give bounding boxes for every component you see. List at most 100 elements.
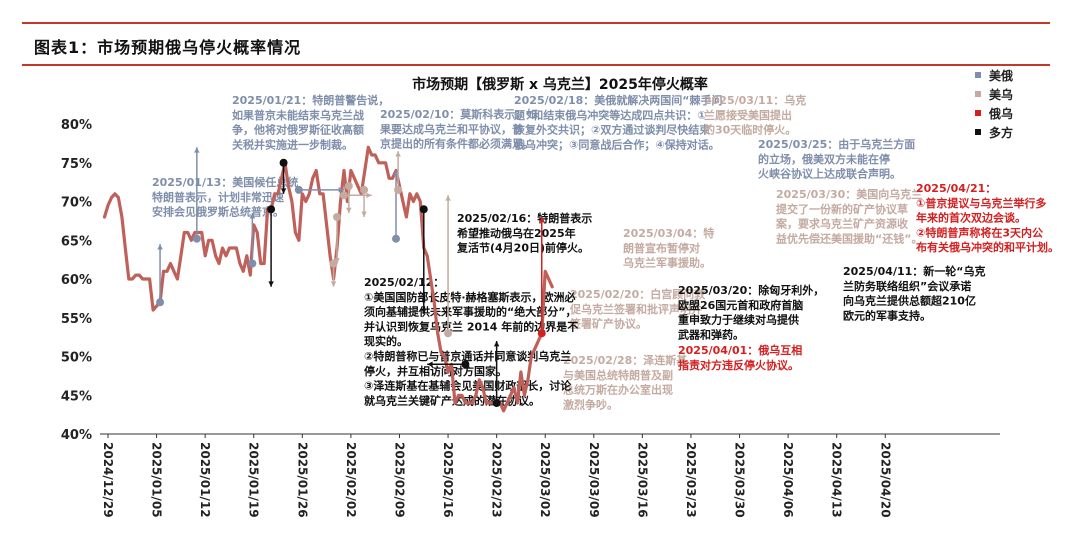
event-arrow-head — [330, 281, 337, 287]
annotation-line: 2025/04/01：俄乌互相 — [678, 343, 802, 357]
event-point — [279, 158, 288, 167]
annotation-line: 促乌克兰签署和批评声明并 — [569, 302, 702, 316]
annotation-text: 2025/02/10：莫斯科表示，如果要达成乌克兰和平协议，普京提出的所有条件都… — [379, 107, 537, 151]
annotation-text: 2025/02/20：白宫顾问敦促乌克兰签署和批评声明并签署矿产协议。 — [569, 287, 706, 331]
annotation-line: 2025/03/20：除匈牙利外， — [678, 283, 824, 297]
x-tick-label: 2025/03/30 — [733, 442, 747, 518]
annotation-line: 如果普京未能结束乌克兰战 — [232, 108, 364, 122]
y-tick-label: 75% — [61, 157, 92, 172]
annotation-line: 希望推动俄乌在2025年 — [456, 226, 576, 240]
annotation-line: 重申致力于继续对乌提供 — [678, 313, 799, 327]
event-arrow-head — [493, 341, 500, 347]
annotation-line: 2025/03/11：乌克 — [704, 93, 806, 107]
event-point — [537, 329, 546, 338]
annotation-line: 须向基辅提供未来军事援助的“绝大部分”， — [364, 305, 576, 319]
legend-swatch — [975, 129, 981, 135]
event-arrow-head — [334, 258, 340, 264]
annotation-line: 关税并实施进一步制裁。 — [232, 137, 353, 151]
probability-series — [102, 145, 554, 413]
annotation-line: 2025/02/28：泽连斯基 — [563, 353, 688, 367]
event-arrow-head — [445, 195, 451, 201]
event-arrow-head — [539, 217, 545, 223]
annotation-text: 2025/03/11：乌克兰愿接受美国提出的30天临时停火。 — [704, 93, 806, 137]
figure-title: 图表1：市场预期俄乌停火概率情况 — [34, 38, 302, 57]
legend-label: 多方 — [989, 125, 1013, 140]
annotation-line: 题”和结束俄乌冲突等达成四点共识：① — [514, 108, 707, 122]
annotation-line: 2025/02/20：白宫顾问敦 — [570, 287, 706, 301]
annotation-line: 2025/03/04：特 — [623, 226, 714, 240]
annotation-text: 2025/03/04：特朗普宣布暂停对乌克兰军事援助。 — [623, 226, 714, 270]
event-arrow-head — [427, 361, 433, 367]
annotation-line: 的30天临时停火。 — [704, 123, 796, 137]
annotation-line: 俄乌冲突；③同意战后合作；④保持对话。 — [513, 137, 720, 151]
annotation-line: ②特朗普声称将在3天内公 — [916, 225, 1043, 239]
annotation-line: 火峡谷协议上达成联合声明。 — [758, 167, 901, 181]
annotation-line: 争，他将对俄罗斯征收高额 — [232, 123, 364, 137]
event-point — [360, 185, 369, 194]
annotation-line: 朗普宣布暂停对 — [623, 241, 700, 255]
annotation-line: 2025/02/16：特朗普表示 — [457, 211, 592, 225]
annotation-text: 2025/03/25：由于乌克兰方面的立场，俄美双方未能在停火峡谷协议上达成联合… — [758, 137, 915, 181]
annotation-line: 案，要求乌克兰矿产资源收 — [775, 217, 908, 231]
annotation-line: 2025/03/25：由于乌克兰方面 — [758, 137, 915, 151]
event-arrow-head — [361, 211, 367, 217]
y-tick-label: 40% — [61, 428, 92, 443]
annotation-text: 2025/01/21：特朗普警告说，如果普京未能结束乌克兰战争，他将对俄罗斯征收… — [232, 93, 389, 151]
event-point — [419, 205, 428, 214]
annotation-line: 总统万斯在办公室出现 — [563, 383, 673, 397]
series-line — [102, 145, 554, 413]
chart-title: 市场预期【俄罗斯 x 乌克兰】2025年停火概率 — [412, 76, 708, 93]
annotation-line: 欧盟26国元首和政府首脑 — [678, 298, 803, 312]
annotation-line: 指责对方违反停火协议。 — [678, 358, 799, 372]
x-tick-label: 2025/04/20 — [878, 442, 892, 518]
annotation-text: 2025/04/21： ①普京提议与乌克兰举行多年来的首次双边会谈。 ②特朗普声称将… — [916, 182, 1059, 254]
annotation-line: 2025/03/30：美国向乌克兰 — [776, 187, 922, 201]
legend-label: 美乌 — [989, 87, 1013, 102]
annotation-line: 现实的。 — [364, 334, 408, 348]
x-tick-label: 2025/03/09 — [587, 442, 601, 518]
legend-swatch — [975, 91, 981, 97]
legend-swatch — [975, 72, 981, 78]
annotation-line: 兰愿接受美国提出 — [704, 108, 792, 122]
event-arrow-head — [346, 207, 352, 214]
y-tick-label: 60% — [61, 273, 92, 288]
event-point — [156, 298, 165, 307]
event-point — [461, 360, 470, 369]
event-point — [444, 329, 453, 338]
annotation-line: 2025/02/18：美俄就解决两国间“棘手问 — [514, 93, 723, 107]
annotation-line: 布有关俄乌冲突的和平计划。 — [916, 240, 1059, 254]
annotation-line: 就乌克兰关键矿产达成的潜在协议。 — [364, 393, 540, 407]
x-tick-label: 2025/02/23 — [490, 442, 504, 518]
event-arrow-head — [338, 187, 344, 193]
event-point — [394, 185, 403, 194]
annotation-line: ①普京提议与乌克兰举行多 — [916, 196, 1046, 210]
annotation-text: 2025/03/20：除匈牙利外，欧盟26国元首和政府首脑重申致力于继续对乌提供… — [678, 283, 824, 341]
annotation-line: 京提出的所有条件都必须满足。 — [380, 137, 534, 151]
x-tick-label: 2025/03/02 — [538, 442, 552, 518]
event-arrow-head — [280, 188, 287, 194]
annotation-text: 2025/02/16：特朗普表示希望推动俄乌在2025年复活节(4月20日)前停… — [456, 211, 592, 255]
y-tick-label: 65% — [61, 234, 92, 249]
event-annotations: 2025/01/13：美国候任总统特朗普表示，计划非常迅速安排会见俄罗斯总统普京… — [152, 93, 1059, 411]
event-point — [339, 191, 348, 200]
annotation-line: 与美国总统特朗普及副 — [563, 368, 673, 382]
annotation-line: ①美国国防部长皮特·赫格塞斯表示，欧洲必 — [364, 290, 576, 304]
legend-swatch — [975, 110, 981, 116]
y-tick-label: 50% — [61, 351, 92, 366]
annotation-text: 2025/02/18：美俄就解决两国间“棘手问题”和结束俄乌冲突等达成四点共识：… — [513, 93, 723, 151]
annotation-line: 停火，并互相访问对方国家。 — [364, 364, 507, 378]
x-tick-label: 2025/01/19 — [247, 442, 261, 518]
annotation-line: 益优先偿还美国援助“还钱”。 — [776, 231, 922, 245]
annotation-line: 欧元的军事支持。 — [843, 308, 931, 322]
annotation-line: 安排会见俄罗斯总统普京。 — [152, 205, 284, 219]
annotation-line: 激烈争吵。 — [563, 397, 618, 411]
annotation-line: 2025/01/13：美国候任总统 — [152, 175, 298, 189]
annotation-line: 2025/04/11：新一轮“乌克 — [843, 264, 986, 278]
annotation-line: 复活节(4月20日)前停火。 — [456, 241, 589, 255]
axes: 40% 45% 50% 55% 60% 65% 70% 75% 80% 2024/12/29 202… — [61, 118, 1000, 518]
y-tick-label: 80% — [61, 118, 92, 133]
annotation-text: 2025/02/28：泽连斯基与美国总统特朗普及副总统万斯在办公室出现激烈争吵。 — [563, 353, 688, 411]
annotation-line: 乌克兰军事援助。 — [623, 256, 711, 270]
